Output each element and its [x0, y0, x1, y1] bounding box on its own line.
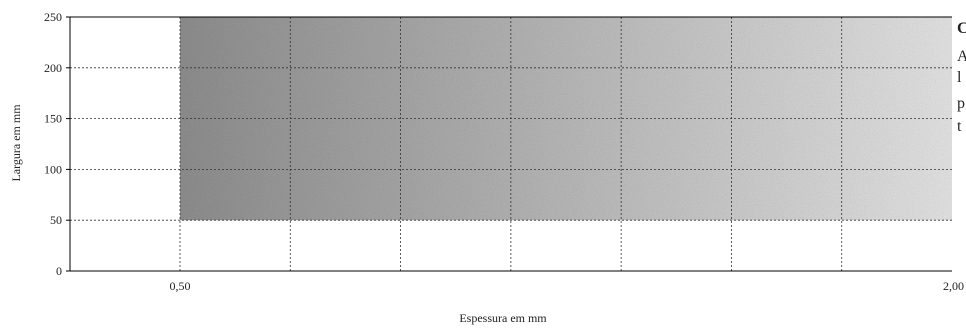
y-tick-labels: 0 50 100 150 200 250	[44, 10, 62, 278]
y-tick-label: 200	[44, 61, 62, 75]
y-tick-label: 100	[44, 162, 62, 176]
clipped-text-line: p	[957, 95, 965, 112]
clipped-text-line: C	[957, 20, 966, 37]
clipped-text-line: l	[957, 69, 962, 86]
clipped-text-line: t	[957, 118, 962, 135]
y-tick-label: 250	[44, 10, 62, 24]
x-tick-labels: 0,50 2,00	[170, 279, 965, 293]
y-tick-label: 50	[50, 213, 62, 227]
x-tick-label: 0,50	[170, 279, 191, 293]
y-axis-title: Largura em mm	[9, 104, 23, 182]
y-tick-label: 150	[44, 112, 62, 126]
x-tick-label: 2,00	[943, 279, 964, 293]
x-axis-title: Espessura em mm	[459, 311, 547, 325]
axes	[66, 16, 952, 272]
y-tick-label: 0	[56, 264, 62, 278]
clipped-text-line: A	[957, 48, 966, 65]
